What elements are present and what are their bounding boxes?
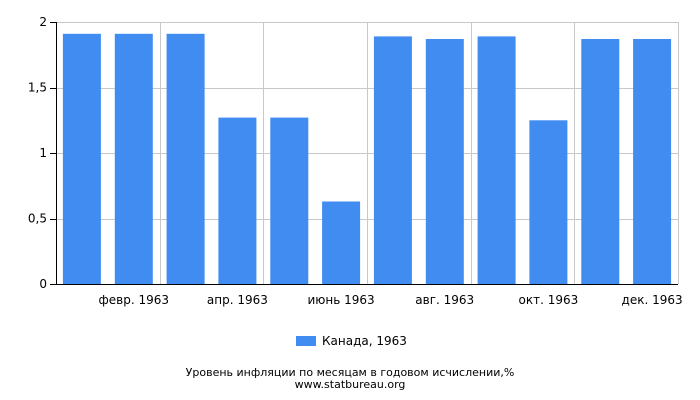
gridlines bbox=[56, 22, 679, 284]
x-tick-label: февр. 1963 bbox=[99, 293, 170, 307]
y-tick-label: 0 bbox=[39, 277, 47, 291]
legend-swatch bbox=[296, 336, 316, 346]
y-tick-label: 0,5 bbox=[28, 212, 47, 226]
chart-caption: Уровень инфляции по месяцам в годовом ис… bbox=[185, 366, 515, 379]
bar bbox=[477, 36, 516, 285]
x-tick-label: авг. 1963 bbox=[415, 293, 474, 307]
bar bbox=[633, 39, 672, 284]
x-axis-tick-labels: февр. 1963 апр. 1963 июнь 1963 авг. 1963 окт… bbox=[99, 293, 683, 307]
y-tick-label: 2 bbox=[39, 15, 47, 29]
bar bbox=[114, 33, 153, 284]
bar bbox=[270, 117, 309, 284]
bar bbox=[322, 201, 361, 284]
x-tick-label: дек. 1963 bbox=[622, 293, 683, 307]
y-tick-label: 1,5 bbox=[28, 81, 47, 95]
bar bbox=[218, 117, 257, 284]
bar bbox=[425, 39, 464, 284]
bar bbox=[62, 33, 101, 284]
bar bbox=[581, 39, 620, 284]
x-tick-label: июнь 1963 bbox=[307, 293, 374, 307]
bar bbox=[373, 36, 412, 285]
legend-label: Канада, 1963 bbox=[322, 334, 407, 348]
bars bbox=[62, 33, 672, 285]
y-axis-tick-labels: 0 0,5 1 1,5 2 bbox=[28, 15, 47, 291]
legend: Канада, 1963 bbox=[296, 333, 407, 349]
x-tick-label: окт. 1963 bbox=[519, 293, 579, 307]
y-tick-label: 1 bbox=[39, 146, 47, 160]
x-tick-label: апр. 1963 bbox=[207, 293, 268, 307]
bar bbox=[529, 120, 568, 285]
axes bbox=[50, 22, 678, 285]
bar bbox=[166, 33, 205, 284]
source-url: www.statbureau.org bbox=[294, 378, 406, 391]
